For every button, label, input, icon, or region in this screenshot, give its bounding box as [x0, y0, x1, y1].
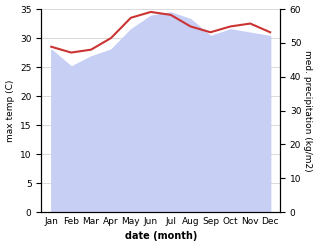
- Y-axis label: med. precipitation (kg/m2): med. precipitation (kg/m2): [303, 50, 313, 171]
- Y-axis label: max temp (C): max temp (C): [5, 79, 15, 142]
- X-axis label: date (month): date (month): [125, 231, 197, 242]
